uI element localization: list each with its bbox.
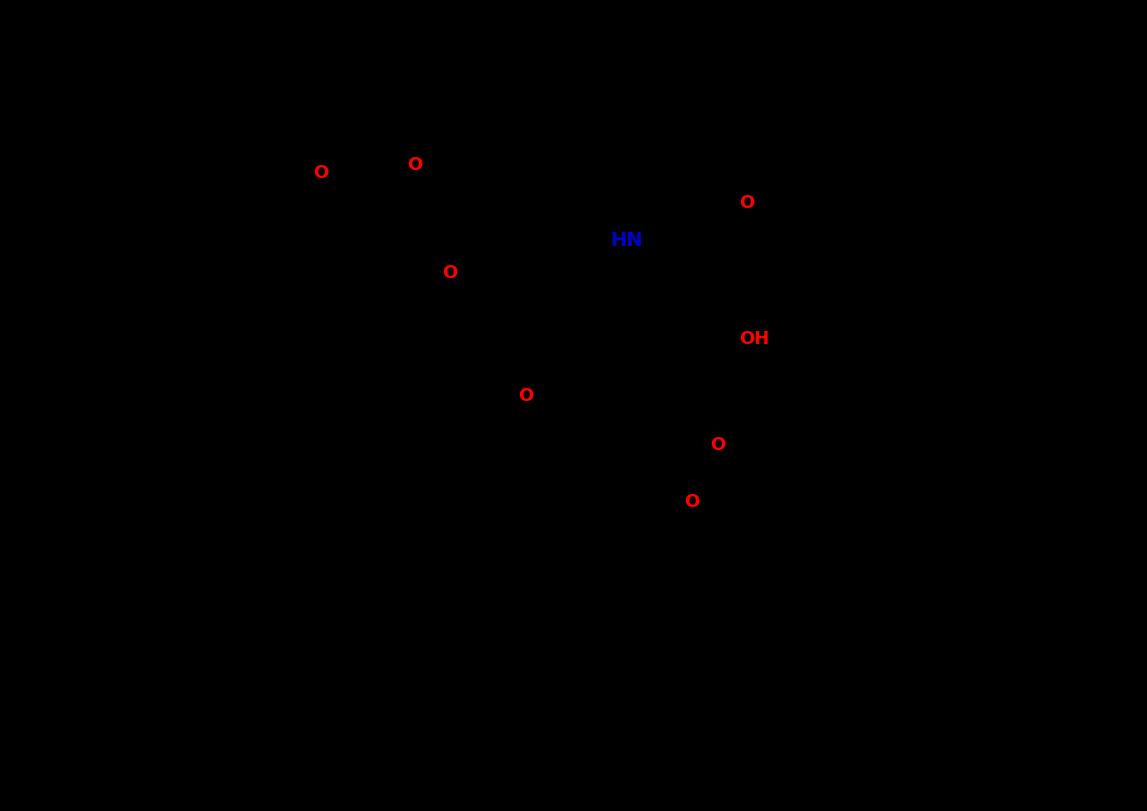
Text: O: O [407, 156, 422, 174]
Text: O: O [518, 387, 533, 405]
Text: O: O [710, 436, 725, 454]
Text: O: O [313, 164, 328, 182]
Text: O: O [684, 493, 700, 511]
Text: HN: HN [610, 230, 642, 250]
Text: O: O [443, 264, 458, 282]
Text: O: O [739, 194, 754, 212]
Text: OH: OH [739, 330, 770, 348]
